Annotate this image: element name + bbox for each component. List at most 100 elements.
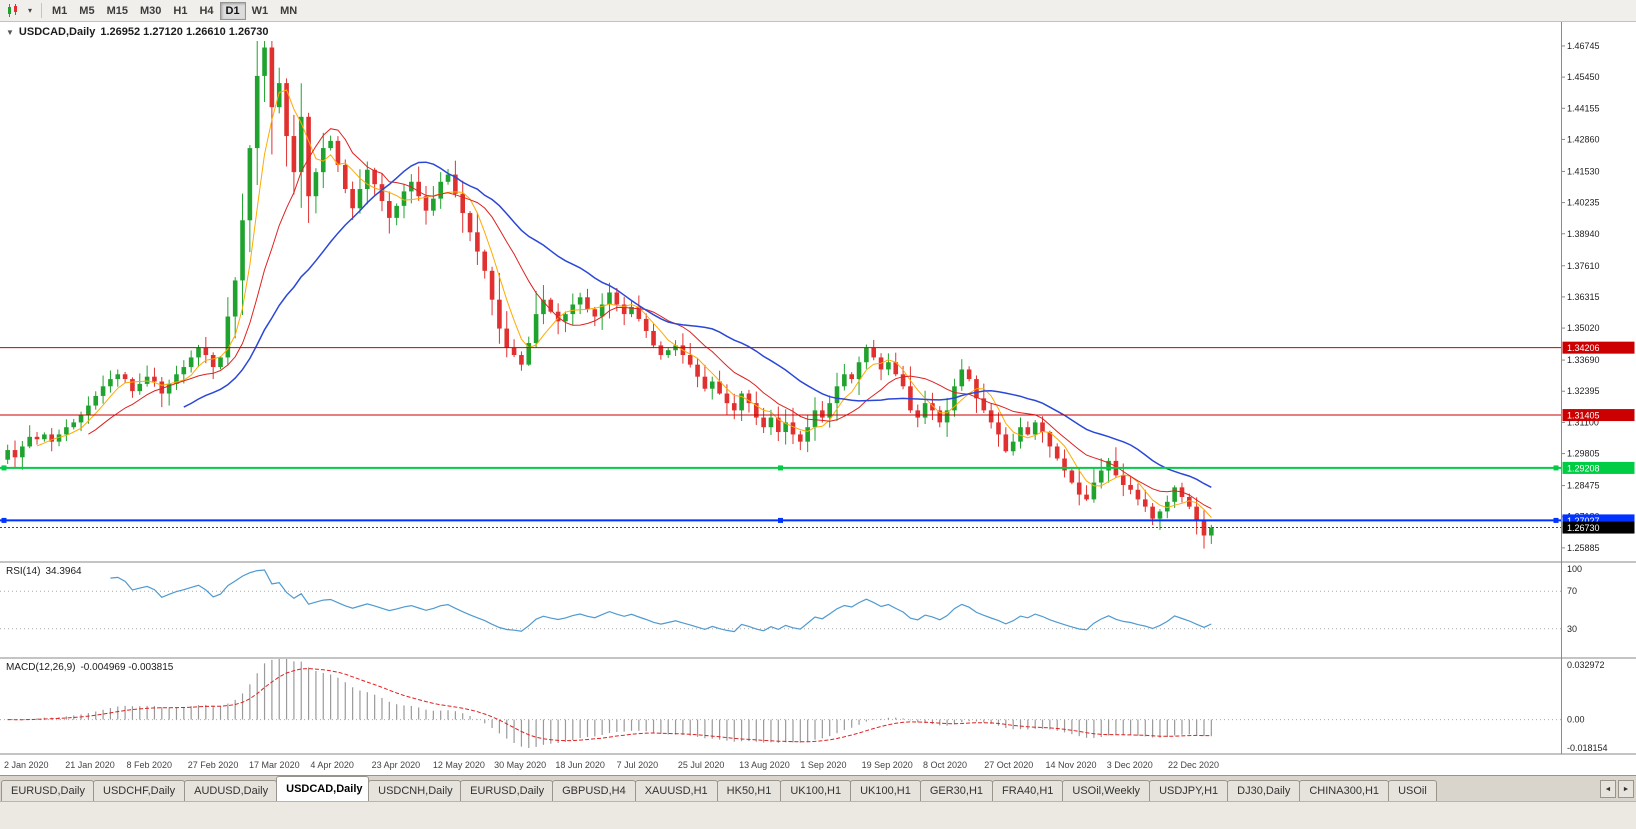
svg-text:19 Sep 2020: 19 Sep 2020 xyxy=(862,760,913,770)
svg-text:1.31100: 1.31100 xyxy=(1567,417,1599,427)
collapse-chart-icon[interactable]: ▼ xyxy=(6,27,14,37)
timeframe-m15-button[interactable]: M15 xyxy=(106,4,128,17)
tab-eurusd-daily[interactable]: EURUSD,Daily xyxy=(460,780,554,801)
svg-text:1.28475: 1.28475 xyxy=(1567,481,1600,491)
tab-audusd-daily[interactable]: AUDUSD,Daily xyxy=(184,780,278,801)
tab-scroll-right-icon[interactable]: ► xyxy=(1618,780,1634,798)
tab-usdjpy-h1[interactable]: USDJPY,H1 xyxy=(1149,780,1229,801)
svg-text:2 Jan 2020: 2 Jan 2020 xyxy=(4,760,49,770)
chart-tab-bar: EURUSD,Daily USDCHF,Daily AUDUSD,Daily USDC… xyxy=(0,775,1636,801)
timeframe-m5-button[interactable]: M5 xyxy=(79,4,95,17)
tab-eurusd-daily[interactable]: EURUSD,Daily xyxy=(1,780,94,801)
mini-candles-glyph xyxy=(8,4,17,17)
timeframe-d1-button[interactable]: D1 xyxy=(219,1,246,20)
chart-ohlc-values: 1.26952 1.27120 1.26610 1.26730 xyxy=(100,26,269,38)
svg-text:1.31405: 1.31405 xyxy=(1567,411,1600,421)
tab-usdchf-daily[interactable]: USDCHF,Daily xyxy=(93,780,186,801)
timeframe-m30-button[interactable]: M30 xyxy=(139,4,162,17)
chart-symbol-label: USDCAD,Daily xyxy=(18,26,96,38)
svg-text:1.35020: 1.35020 xyxy=(1567,323,1600,333)
tab-ger30-h1[interactable]: GER30,H1 xyxy=(919,780,994,801)
svg-text:1.38940: 1.38940 xyxy=(1567,229,1600,239)
svg-text:27 Feb 2020: 27 Feb 2020 xyxy=(188,760,239,770)
svg-text:1.26730: 1.26730 xyxy=(1567,523,1600,533)
svg-text:27 Oct 2020: 27 Oct 2020 xyxy=(984,760,1033,770)
timeframe-w1-button[interactable]: W1 xyxy=(251,4,269,17)
timeframe-m1-button[interactable]: M1 xyxy=(52,4,68,17)
svg-text:1.42860: 1.42860 xyxy=(1567,134,1600,144)
svg-text:23 Apr 2020: 23 Apr 2020 xyxy=(372,760,421,770)
rsi-pane[interactable]: 100 70 30 xyxy=(0,564,1582,634)
svg-text:3 Dec 2020: 3 Dec 2020 xyxy=(1107,760,1153,770)
svg-text:1.37610: 1.37610 xyxy=(1567,261,1600,271)
svg-text:1.46745: 1.46745 xyxy=(1567,41,1600,51)
tab-usdcnh-daily[interactable]: USDCNH,Daily xyxy=(368,780,462,801)
macd-indicator-values: -0.004969 -0.003815 xyxy=(80,662,174,673)
svg-text:1.29208: 1.29208 xyxy=(1567,463,1600,473)
tab-china300-h1[interactable]: CHINA300,H1 xyxy=(1299,780,1390,801)
tab-scroll-buttons: ◄ ► xyxy=(1600,780,1634,798)
svg-text:1 Sep 2020: 1 Sep 2020 xyxy=(800,760,846,770)
svg-text:17 Mar 2020: 17 Mar 2020 xyxy=(249,760,300,770)
macd-pane[interactable]: 0.032972 0.00 -0.018154 xyxy=(0,659,1608,753)
svg-text:1.34206: 1.34206 xyxy=(1567,343,1600,353)
tab-hk50-h1[interactable]: HK50,H1 xyxy=(716,780,782,801)
chart-tabs: EURUSD,Daily USDCHF,Daily AUDUSD,Daily USDC… xyxy=(1,776,1437,801)
macd-indicator-name: MACD(12,26,9) xyxy=(6,662,76,673)
svg-text:8 Feb 2020: 8 Feb 2020 xyxy=(127,760,173,770)
tab-usoil-weekly[interactable]: USOil,Weekly xyxy=(1062,780,1151,801)
svg-text:-0.018154: -0.018154 xyxy=(1567,743,1608,753)
toolbar-separator xyxy=(41,3,42,18)
tab-gbpusd-h4[interactable]: GBPUSD,H4 xyxy=(552,780,636,801)
tab-usoil[interactable]: USOil xyxy=(1388,780,1437,801)
tab-dj30-daily[interactable]: DJ30,Daily xyxy=(1227,780,1301,801)
svg-text:1.32395: 1.32395 xyxy=(1567,386,1600,396)
tab-scroll-left-icon[interactable]: ◄ xyxy=(1600,780,1616,798)
tab-uk100-h1[interactable]: UK100,H1 xyxy=(780,780,852,801)
tab-usdcad-daily[interactable]: USDCAD,Daily xyxy=(276,776,370,801)
chart-svg[interactable]: 1.46745 1.45450 1.44155 1.42860 1.41530 1.402… xyxy=(0,0,1636,775)
horizontal-lines[interactable] xyxy=(0,347,1561,523)
price-axis[interactable]: 1.46745 1.45450 1.44155 1.42860 1.41530 1.402… xyxy=(1562,41,1600,553)
svg-text:1.40235: 1.40235 xyxy=(1567,198,1600,208)
svg-text:100: 100 xyxy=(1567,564,1582,574)
timeframe-buttons: M1 M5 M15 M30 H1 H4 D1 W1 MN xyxy=(46,1,303,20)
tab-xauusd-h1[interactable]: XAUUSD,H1 xyxy=(634,780,718,801)
svg-text:70: 70 xyxy=(1567,586,1577,596)
rsi-indicator-name: RSI(14) xyxy=(6,566,41,577)
svg-text:1.44155: 1.44155 xyxy=(1567,103,1600,113)
svg-text:4 Apr 2020: 4 Apr 2020 xyxy=(310,760,354,770)
svg-text:21 Jan 2020: 21 Jan 2020 xyxy=(65,760,115,770)
svg-text:1.25885: 1.25885 xyxy=(1567,543,1600,553)
tab-uk100-h1[interactable]: UK100,H1 xyxy=(850,780,921,801)
timeframe-toolbar: ▾ M1 M5 M15 M30 H1 H4 D1 W1 MN xyxy=(0,0,1636,22)
svg-text:0.032972: 0.032972 xyxy=(1567,660,1605,670)
pane-separators[interactable] xyxy=(0,22,1636,755)
rsi-pane-label: RSI(14) 34.3964 xyxy=(6,566,82,577)
svg-text:8 Oct 2020: 8 Oct 2020 xyxy=(923,760,967,770)
svg-text:12 May 2020: 12 May 2020 xyxy=(433,760,485,770)
svg-text:18 Jun 2020: 18 Jun 2020 xyxy=(555,760,605,770)
timeframe-h1-button[interactable]: H1 xyxy=(173,4,188,17)
svg-text:1.29805: 1.29805 xyxy=(1567,449,1600,459)
svg-text:1.41530: 1.41530 xyxy=(1567,166,1600,176)
timeframe-h4-button[interactable]: H4 xyxy=(199,4,214,17)
svg-text:1.45450: 1.45450 xyxy=(1567,72,1600,82)
candlestick-chart-icon[interactable] xyxy=(3,2,23,20)
tab-fra40-h1[interactable]: FRA40,H1 xyxy=(992,780,1064,801)
svg-text:1.27027: 1.27027 xyxy=(1567,516,1600,526)
svg-text:7 Jul 2020: 7 Jul 2020 xyxy=(617,760,659,770)
chart-type-dropdown-icon[interactable]: ▾ xyxy=(27,6,32,15)
date-axis[interactable]: 2 Jan 2020 21 Jan 2020 8 Feb 2020 27 Feb 20… xyxy=(4,760,1219,770)
svg-text:22 Dec 2020: 22 Dec 2020 xyxy=(1168,760,1219,770)
timeframe-mn-button[interactable]: MN xyxy=(280,4,298,17)
svg-text:25 Jul 2020: 25 Jul 2020 xyxy=(678,760,725,770)
moving-average-lines xyxy=(36,89,1212,518)
macd-pane-label: MACD(12,26,9) -0.004969 -0.003815 xyxy=(6,662,173,673)
rsi-indicator-value: 34.3964 xyxy=(45,566,82,577)
svg-text:13 Aug 2020: 13 Aug 2020 xyxy=(739,760,790,770)
svg-text:1.33690: 1.33690 xyxy=(1567,355,1600,365)
svg-text:30 May 2020: 30 May 2020 xyxy=(494,760,546,770)
